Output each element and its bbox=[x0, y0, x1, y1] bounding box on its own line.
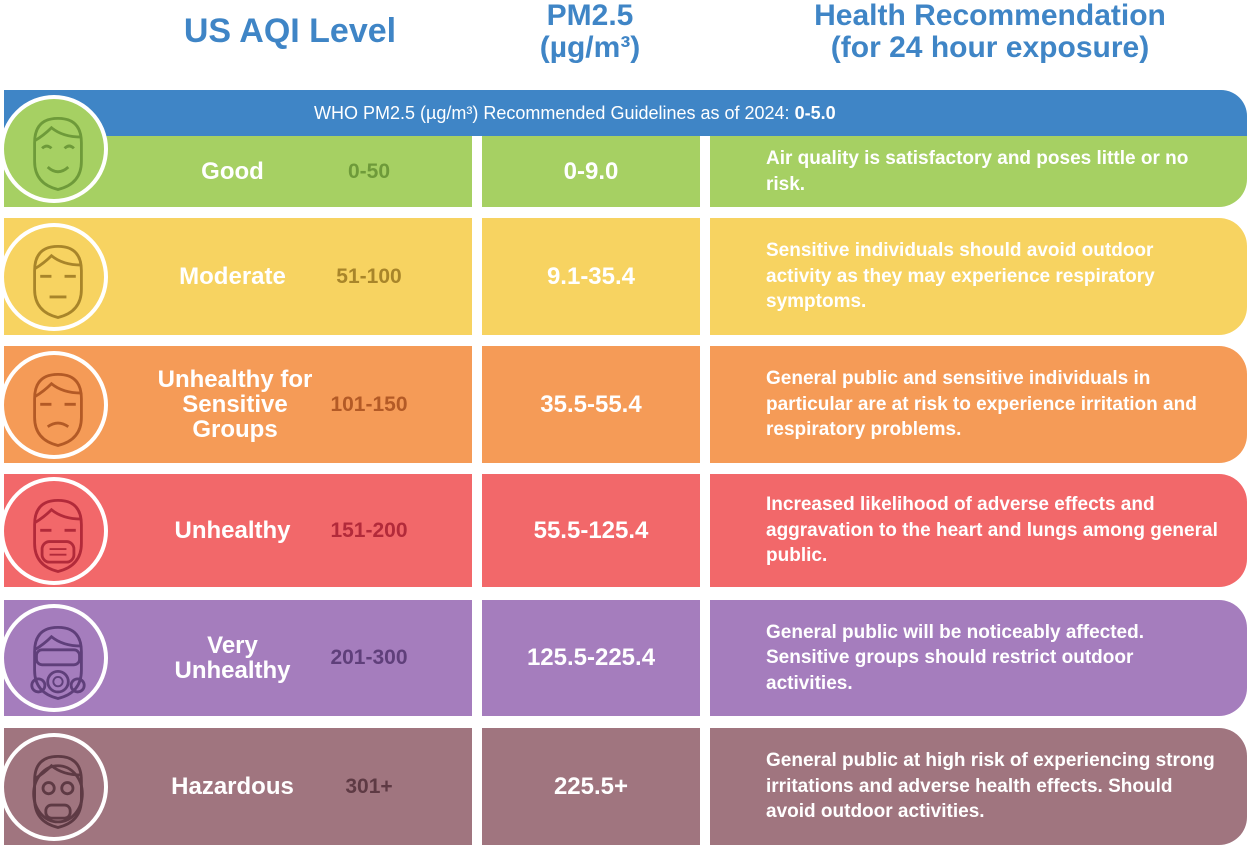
health-recommendation-text: Increased likelihood of adverse effects … bbox=[766, 494, 1218, 567]
aqi-range: 151-200 bbox=[330, 518, 408, 542]
aqi-level-name: Moderate bbox=[179, 263, 286, 290]
column-separator bbox=[700, 728, 710, 845]
aqi-row bbox=[4, 728, 1247, 845]
aqi-level-name: Good bbox=[201, 158, 264, 185]
health-recommendation-text: General public and sensitive individuals… bbox=[766, 368, 1197, 441]
health-recommendation-text: General public will be noticeably affect… bbox=[766, 621, 1144, 694]
neutral-face-icon bbox=[0, 222, 108, 331]
column-separator bbox=[700, 600, 710, 716]
aqi-range: 201-300 bbox=[330, 646, 408, 669]
column-separator bbox=[700, 474, 710, 587]
who-guideline-banner: WHO PM2.5 (µg/m³) Recommended Guidelines… bbox=[4, 90, 1247, 136]
column-separator bbox=[472, 136, 482, 207]
column-separator bbox=[472, 346, 482, 463]
pm25-range: 9.1-35.4 bbox=[546, 262, 636, 290]
aqi-range: 101-150 bbox=[330, 392, 408, 416]
aqi-range: 301+ bbox=[345, 774, 393, 798]
aqi-range: 0-50 bbox=[347, 159, 391, 183]
aqi-range: 51-100 bbox=[336, 264, 402, 288]
pm25-range: 125.5-225.4 bbox=[526, 644, 656, 671]
happy-face-icon bbox=[0, 94, 108, 203]
health-sub: (for 24 hour exposure) bbox=[830, 30, 1150, 64]
aqi-level-name: Unhealthy bbox=[174, 517, 291, 544]
pm25-unit: (µg/m³) bbox=[539, 30, 641, 64]
pm25-range: 0-9.0 bbox=[563, 157, 619, 185]
gas-mask-face-icon bbox=[0, 732, 108, 841]
aqi-row bbox=[4, 600, 1247, 716]
column-separator bbox=[472, 218, 482, 335]
pm25-label: PM2.5 bbox=[546, 0, 634, 32]
aqi-level-name: Very Unhealthy bbox=[174, 632, 291, 685]
aqi-row bbox=[4, 346, 1247, 463]
health-recommendation-header: Health Recommendation (for 24 hour expos… bbox=[730, 0, 1250, 63]
health-recommendation-text: Air quality is satisfactory and poses li… bbox=[766, 148, 1189, 195]
column-separator bbox=[700, 346, 710, 463]
pm25-header: PM2.5 (µg/m³) bbox=[490, 0, 690, 63]
respirator-face-icon bbox=[0, 604, 108, 712]
column-separator bbox=[700, 136, 710, 207]
mask-face-icon bbox=[0, 476, 108, 585]
aqi-row bbox=[4, 218, 1247, 335]
pm25-range: 225.5+ bbox=[553, 772, 629, 800]
pm25-range: 55.5-125.4 bbox=[533, 516, 649, 544]
who-guideline-text: WHO PM2.5 (µg/m³) Recommended Guidelines… bbox=[314, 103, 790, 123]
column-separator bbox=[472, 600, 482, 716]
column-separator bbox=[472, 474, 482, 587]
column-separator bbox=[472, 728, 482, 845]
column-separator bbox=[700, 218, 710, 335]
aqi-level-name: Unhealthy for Sensitive Groups bbox=[157, 365, 313, 443]
pm25-range: 35.5-55.4 bbox=[540, 390, 642, 418]
health-recommendation-text: General public at high risk of experienc… bbox=[766, 750, 1215, 823]
health-recommendation-text: Sensitive individuals should avoid outdo… bbox=[766, 240, 1155, 313]
sad-face-icon bbox=[0, 350, 108, 459]
health-label: Health Recommendation bbox=[814, 0, 1166, 32]
aqi-level-name: Hazardous bbox=[171, 773, 294, 800]
aqi-row bbox=[4, 474, 1247, 587]
aqi-level-header: US AQI Level bbox=[183, 12, 397, 50]
who-guideline-value: 0-5.0 bbox=[794, 103, 836, 123]
